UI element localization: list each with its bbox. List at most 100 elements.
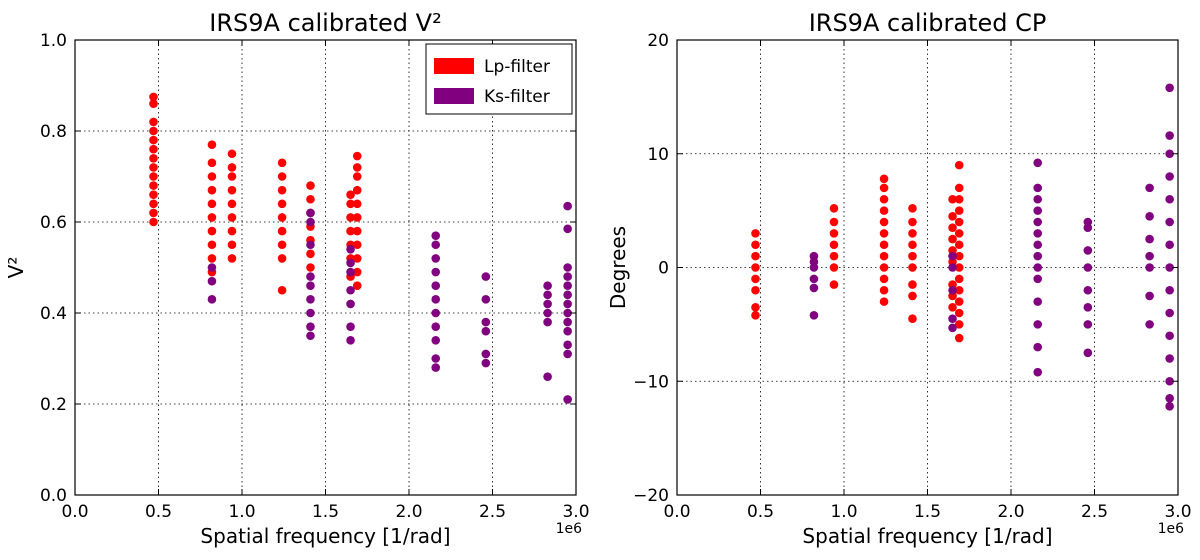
data-point-lp-filter: [751, 251, 760, 261]
y-tick-label: −10: [633, 372, 669, 392]
data-point-lp-filter: [352, 240, 362, 250]
data-point-ks-filter: [346, 267, 355, 277]
data-point-lp-filter: [954, 263, 964, 272]
data-point-ks-filter: [431, 267, 441, 277]
data-point-lp-filter: [954, 274, 964, 284]
data-point-lp-filter: [879, 297, 889, 306]
data-point-lp-filter: [227, 172, 237, 181]
data-point-lp-filter: [227, 163, 237, 172]
data-point-ks-filter: [306, 240, 315, 250]
data-point-ks-filter: [563, 281, 572, 291]
data-point-lp-filter: [346, 213, 355, 222]
chart-cp-points: [751, 83, 1174, 411]
data-point-lp-filter: [954, 217, 964, 227]
data-point-ks-filter: [1083, 348, 1093, 358]
data-point-ks-filter: [1145, 291, 1154, 301]
data-point-lp-filter: [352, 172, 362, 181]
data-point-ks-filter: [809, 251, 819, 261]
data-point-lp-filter: [207, 240, 217, 250]
chart-cp-x-offset: 1e6: [1158, 521, 1185, 537]
data-point-lp-filter: [908, 314, 917, 323]
data-point-ks-filter: [346, 299, 355, 309]
x-tick-label: 3.0: [562, 502, 589, 522]
legend-label-ks: Ks-filter: [484, 87, 550, 107]
chart-cp-title: IRS9A calibrated CP: [809, 9, 1047, 37]
y-tick-label: 10: [647, 145, 669, 165]
chart-cp-x-label: Spatial frequency [1/rad]: [802, 524, 1052, 548]
data-point-ks-filter: [1033, 194, 1043, 204]
data-point-ks-filter: [1165, 194, 1174, 204]
data-point-lp-filter: [879, 285, 889, 295]
data-point-lp-filter: [227, 149, 237, 159]
data-point-lp-filter: [829, 251, 839, 261]
data-point-ks-filter: [481, 349, 491, 359]
data-point-lp-filter: [954, 251, 964, 261]
data-point-ks-filter: [1033, 240, 1043, 250]
data-point-ks-filter: [563, 290, 572, 300]
y-tick-label: 0.6: [40, 213, 67, 233]
y-tick-label: 0.4: [40, 304, 67, 324]
data-point-lp-filter: [149, 99, 158, 108]
data-point-ks-filter: [1033, 158, 1043, 168]
data-point-lp-filter: [879, 217, 889, 227]
data-point-lp-filter: [829, 217, 839, 227]
data-point-ks-filter: [431, 354, 441, 363]
data-point-lp-filter: [751, 285, 760, 295]
legend-label-lp: Lp-filter: [484, 57, 550, 77]
data-point-ks-filter: [431, 240, 441, 250]
data-point-lp-filter: [751, 229, 760, 238]
y-tick-label: 0.2: [40, 395, 67, 415]
data-point-lp-filter: [149, 208, 158, 218]
data-point-ks-filter: [1033, 251, 1043, 261]
data-point-lp-filter: [879, 183, 889, 193]
data-point-lp-filter: [346, 199, 355, 209]
data-point-ks-filter: [948, 285, 957, 295]
data-point-ks-filter: [346, 285, 355, 295]
data-point-ks-filter: [1165, 401, 1174, 411]
data-point-ks-filter: [809, 310, 819, 320]
data-point-lp-filter: [954, 229, 964, 238]
x-tick-label: 2.5: [479, 502, 506, 522]
y-tick-label: 0.8: [40, 122, 67, 142]
data-point-ks-filter: [306, 322, 315, 331]
data-point-lp-filter: [149, 144, 158, 154]
data-point-lp-filter: [149, 126, 158, 136]
data-point-lp-filter: [352, 281, 362, 291]
data-point-ks-filter: [1165, 285, 1174, 295]
data-point-ks-filter: [207, 263, 217, 272]
data-point-ks-filter: [431, 322, 441, 331]
data-point-lp-filter: [352, 163, 362, 172]
chart-v2-title: IRS9A calibrated V²: [209, 9, 441, 37]
data-point-ks-filter: [306, 281, 315, 291]
data-point-ks-filter: [306, 295, 315, 304]
y-tick-label: 0.0: [40, 486, 67, 506]
data-point-lp-filter: [346, 190, 355, 199]
data-point-lp-filter: [352, 267, 362, 277]
x-tick-label: 2.0: [395, 502, 422, 522]
data-point-lp-filter: [306, 249, 315, 259]
data-point-ks-filter: [1145, 234, 1154, 244]
x-tick-label: 2.5: [1081, 502, 1108, 522]
chart-v2: 0.0 0.5 1.0 1.5 2.0 2.5 3.0 0.0 0.2 0.4 0.6 0.8 1.0…: [4, 9, 590, 548]
data-point-ks-filter: [1083, 303, 1093, 312]
data-point-lp-filter: [829, 280, 839, 289]
data-point-lp-filter: [306, 181, 315, 190]
y-tick-label: −20: [633, 486, 669, 506]
data-point-lp-filter: [948, 303, 957, 312]
chart-cp-y-label: Degrees: [606, 226, 630, 309]
data-point-lp-filter: [277, 172, 287, 181]
data-point-lp-filter: [149, 172, 158, 181]
data-point-lp-filter: [954, 240, 964, 250]
data-point-ks-filter: [563, 308, 572, 318]
data-point-ks-filter: [481, 358, 491, 368]
data-point-lp-filter: [149, 163, 158, 172]
data-point-ks-filter: [1165, 83, 1174, 93]
data-point-lp-filter: [207, 226, 217, 236]
data-point-lp-filter: [908, 263, 917, 272]
data-point-ks-filter: [1033, 297, 1043, 306]
data-point-lp-filter: [751, 310, 760, 320]
data-point-lp-filter: [954, 297, 964, 306]
data-point-ks-filter: [563, 201, 572, 211]
data-point-ks-filter: [306, 308, 315, 318]
x-tick-label: 0.5: [145, 502, 172, 522]
